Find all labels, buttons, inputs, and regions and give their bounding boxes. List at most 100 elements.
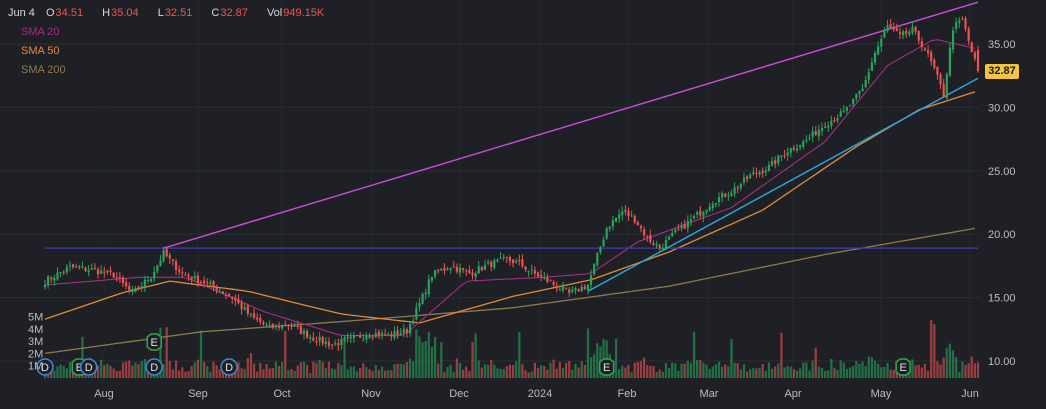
candle-body (792, 147, 795, 150)
candle-body (867, 72, 870, 80)
volume-bar (71, 370, 75, 378)
volume-bar (486, 364, 490, 378)
event-markers[interactable]: D E DED D E E (36, 333, 911, 376)
candle-body (221, 291, 224, 294)
candle-body (299, 326, 302, 334)
volume-bar (449, 364, 452, 378)
volume-bar (886, 362, 889, 378)
dividend-icon[interactable]: D (36, 358, 54, 376)
candle-body (399, 333, 402, 335)
sma200-line-group (44, 227, 976, 355)
volume-bar (274, 361, 278, 378)
candle-body (530, 269, 533, 271)
candle-body (346, 337, 349, 339)
candle-body (418, 302, 421, 307)
candle-body (692, 216, 696, 219)
candle-body (511, 259, 515, 264)
candle-body (817, 129, 820, 137)
candle-body (755, 172, 758, 174)
candle-body (405, 329, 409, 334)
candle-body (886, 25, 889, 31)
volume-bar (305, 365, 309, 378)
candle-body (159, 260, 162, 267)
volume-bar (749, 369, 752, 378)
volume-bar (827, 370, 830, 378)
candle-body (181, 272, 184, 274)
legend-sma50[interactable]: SMA 50 (21, 45, 60, 57)
candle-body (933, 59, 936, 68)
candle-body (483, 264, 487, 270)
candle-body (836, 118, 839, 121)
legend-sma20[interactable]: SMA 20 (21, 26, 60, 38)
x-tick-label: Feb (618, 388, 637, 400)
volume-bar (259, 362, 262, 378)
volume-bar (948, 343, 952, 378)
candle-body (767, 164, 771, 171)
candle-body (327, 341, 331, 346)
candle-body (898, 32, 902, 34)
candle-body (764, 170, 767, 173)
sma20-line-group (44, 39, 976, 337)
candle-body (586, 284, 590, 291)
volume-bar (571, 369, 574, 378)
candle-body (415, 307, 418, 320)
volume-bar (680, 363, 683, 378)
volume-bar (577, 367, 580, 378)
trendlines[interactable] (163, 1, 979, 292)
volume-bar (56, 366, 59, 378)
legend-sma200[interactable]: SMA 200 (21, 64, 66, 76)
volume-bar (490, 359, 493, 378)
volume-bar (817, 366, 820, 378)
volume-bar (193, 362, 196, 378)
dividend-marker-ring (145, 358, 163, 376)
volume-bar (284, 330, 287, 378)
price-tick-label: 20.00 (988, 229, 1016, 241)
candle-body (633, 215, 636, 223)
candle-body (533, 270, 536, 274)
volume-bar (764, 370, 767, 378)
volume-bar (396, 363, 399, 378)
price-tick-label: 35.00 (988, 39, 1016, 51)
candle-body (146, 280, 150, 282)
dividend-icon[interactable]: D (220, 358, 238, 376)
volume-bar (714, 364, 718, 378)
volume-bar (961, 361, 964, 378)
earnings-icon[interactable]: E (895, 358, 911, 376)
earnings-icon[interactable]: E (146, 333, 162, 351)
volume-bar (468, 371, 471, 378)
volume-bar (377, 369, 381, 378)
volume-bar (820, 367, 824, 378)
candle-body (942, 83, 945, 97)
candle-body (312, 337, 315, 341)
candle-body (702, 212, 705, 217)
volume-bar (618, 369, 621, 378)
volume-bar (505, 366, 508, 378)
volume-bar (143, 358, 146, 378)
candle-body (430, 276, 434, 281)
volume-bar (199, 330, 203, 378)
event-glyph: E (899, 362, 906, 374)
earnings-icon[interactable]: E (598, 358, 615, 376)
volume-bar (168, 361, 171, 378)
high-label: H (102, 7, 111, 19)
candle-body (621, 211, 624, 216)
volume-bar (733, 362, 736, 378)
candle-body (923, 48, 927, 51)
volume-bar (845, 368, 849, 378)
dividend-icon[interactable]: D (145, 358, 163, 376)
volume-bar (630, 372, 633, 378)
volume-bar (483, 364, 487, 378)
candle-body (518, 259, 521, 261)
candle-body (355, 335, 359, 337)
candle-body (480, 266, 483, 271)
dividend-icon[interactable]: D (79, 358, 98, 376)
volume-bar (134, 362, 137, 378)
price-tick-label: 30.00 (988, 102, 1016, 114)
candle-body (565, 287, 568, 289)
volume-bar (171, 369, 175, 378)
volume-bar (131, 365, 134, 378)
candle-body (368, 336, 371, 338)
candle-body (474, 273, 477, 277)
